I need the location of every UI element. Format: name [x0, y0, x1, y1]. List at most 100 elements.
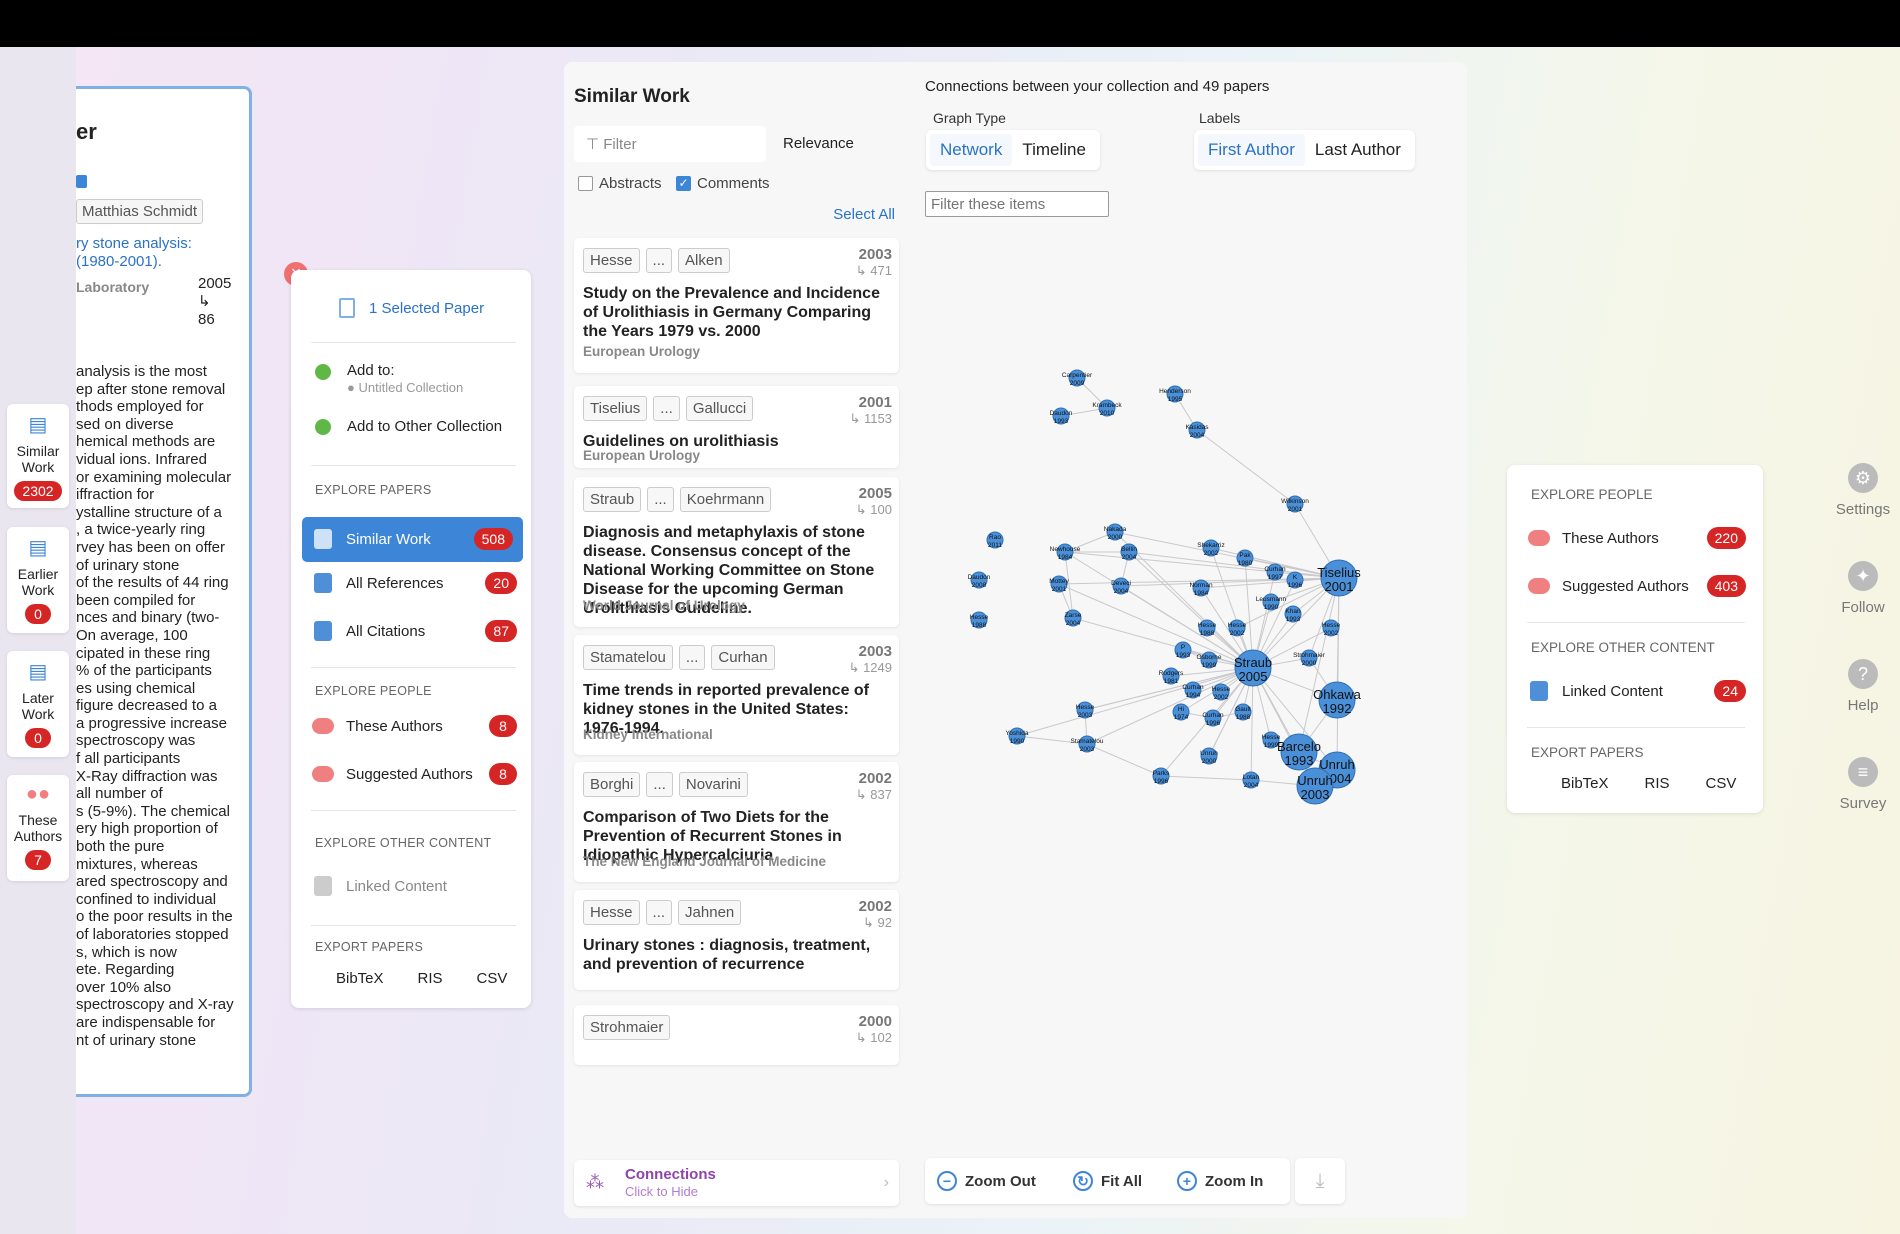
first-author-chip[interactable]: Hesse	[583, 900, 640, 925]
graph-filter-input[interactable]	[925, 191, 1109, 217]
paper-link[interactable]: ry stone analysis: (1980-2001).	[76, 235, 192, 271]
checkbox[interactable]	[76, 175, 87, 188]
these-authors-button[interactable]: These Authors 8	[312, 715, 517, 737]
export-bibtex[interactable]: BibTeX	[336, 970, 384, 987]
paper-list-item[interactable]: Straub... Koehrmann 2005 ↳ 100 Diagnosis and…	[574, 477, 899, 627]
ellipsis-chip[interactable]: ...	[653, 396, 680, 421]
nav-later-work[interactable]: ▤ Later Work 0	[7, 651, 69, 757]
last-author-chip[interactable]: Jahnen	[678, 900, 742, 925]
timeline-tab[interactable]: Timeline	[1022, 140, 1086, 159]
item-title[interactable]: Diagnosis and metaphylaxis of stone dise…	[583, 524, 875, 617]
survey-button[interactable]: ≡ Survey	[1826, 757, 1900, 812]
these-authors-button[interactable]: These Authors 220	[1528, 527, 1746, 549]
item-title[interactable]: Urinary stones : diagnosis, treatment, a…	[583, 937, 871, 973]
help-button[interactable]: ? Help	[1826, 659, 1900, 714]
last-author-chip[interactable]: Alken	[678, 248, 730, 273]
author-chip[interactable]: Matthias Schmidt	[76, 199, 204, 224]
abstracts-toggle[interactable]: Abstracts	[578, 175, 662, 192]
first-author-chip[interactable]: Tiselius	[583, 396, 648, 421]
export-csv[interactable]: CSV	[1705, 775, 1737, 792]
paper-list-item[interactable]: Tiselius... Gallucci 2001 ↳ 1153 Guidelines …	[574, 386, 899, 468]
checkbox-checked[interactable]: ✓	[676, 176, 691, 191]
all-citations-button[interactable]: All Citations 87	[314, 620, 517, 642]
nav-these-authors[interactable]: ●● These Authors 7	[7, 775, 69, 881]
export-ris[interactable]: RIS	[1644, 775, 1670, 792]
ellipsis-chip[interactable]: ...	[646, 772, 673, 797]
filter-input[interactable]: ⊤ Filter	[574, 126, 766, 162]
sort-select[interactable]: Relevance	[783, 135, 854, 152]
connections-toggle[interactable]: ⁂ Connections Click to Hide ›	[574, 1160, 899, 1206]
settings-button[interactable]: ⚙ Settings	[1826, 463, 1900, 518]
comments-toggle[interactable]: ✓ Comments	[676, 175, 770, 192]
item-title[interactable]: Comparison of Two Diets for the Preventi…	[583, 809, 842, 864]
nav-similar-work[interactable]: ▤ Similar Work 2302	[7, 404, 69, 508]
export-csv[interactable]: CSV	[476, 970, 508, 987]
all-references-button[interactable]: All References 20	[314, 572, 517, 594]
item-title[interactable]: Time trends in reported prevalence of ki…	[583, 682, 870, 737]
paper-list-item[interactable]: Hesse... Jahnen 2002 ↳ 92 Urinary stones : d…	[574, 890, 899, 990]
paper-list-item[interactable]: Borghi... Novarini 2002 ↳ 837 Comparison of …	[574, 762, 899, 882]
zoom-out-button[interactable]: − Zoom Out	[937, 1171, 1036, 1191]
linked-content-button[interactable]: Linked Content	[314, 876, 447, 896]
paper-list-item[interactable]: Stamatelou... Curhan 2003 ↳ 1249 Time trends…	[574, 635, 899, 755]
item-title[interactable]: Study on the Prevalence and Incidence of…	[583, 285, 880, 340]
similar-work-button[interactable]: Similar Work 508	[302, 517, 523, 562]
checkbox[interactable]	[578, 176, 593, 191]
ellipsis-chip[interactable]: ...	[645, 248, 673, 273]
linked-content-button[interactable]: Linked Content 24	[1530, 680, 1746, 702]
item-title[interactable]: Guidelines on urolithiasis	[583, 433, 779, 450]
export-bibtex[interactable]: BibTeX	[1561, 775, 1609, 792]
last-author-tab[interactable]: Last Author	[1314, 140, 1401, 159]
paper-list-item[interactable]: Hesse... Alken 2003 ↳ 471 Study on the Preva…	[574, 238, 899, 373]
select-all-link[interactable]: Select All	[833, 206, 895, 223]
nav-earlier-work[interactable]: ▤ Earlier Work 0	[7, 527, 69, 633]
fit-all-button[interactable]: ↻ Fit All	[1073, 1171, 1142, 1191]
first-author-chip[interactable]: Borghi	[583, 772, 641, 797]
last-author-chip[interactable]: Curhan	[711, 645, 775, 670]
network-tab[interactable]: Network	[930, 134, 1013, 166]
follow-button[interactable]: ✦ Follow	[1826, 561, 1900, 616]
